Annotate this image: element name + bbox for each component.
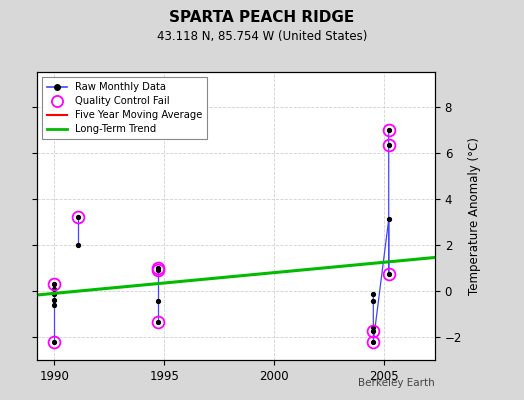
Text: 43.118 N, 85.754 W (United States): 43.118 N, 85.754 W (United States): [157, 30, 367, 43]
Y-axis label: Temperature Anomaly (°C): Temperature Anomaly (°C): [467, 137, 481, 295]
Legend: Raw Monthly Data, Quality Control Fail, Five Year Moving Average, Long-Term Tren: Raw Monthly Data, Quality Control Fail, …: [42, 77, 207, 139]
Text: Berkeley Earth: Berkeley Earth: [358, 378, 435, 388]
Text: SPARTA PEACH RIDGE: SPARTA PEACH RIDGE: [169, 10, 355, 25]
